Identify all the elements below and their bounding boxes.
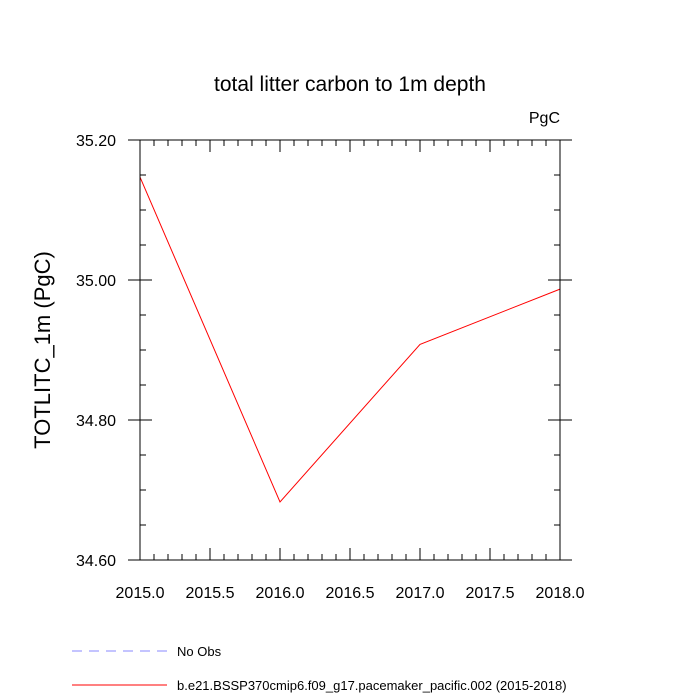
legend-label: b.e21.BSSP370cmip6.f09_g17.pacemaker_pac… — [177, 678, 567, 693]
x-tick-label: 2018.0 — [536, 585, 585, 602]
units-label: PgC — [529, 110, 560, 127]
tick-labels: 2015.0 2015.5 2016.0 2016.5 2017.0 2017.5 2018… — [76, 133, 585, 602]
x-tick-label: 2015.0 — [116, 585, 165, 602]
plot-frame — [139, 139, 561, 561]
x-tick-label: 2017.5 — [466, 585, 515, 602]
legend: No Obs b.e21.BSSP370cmip6.f09_g17.pacemak… — [72, 644, 567, 693]
series-line-0 — [139, 176, 561, 503]
legend-label: No Obs — [177, 644, 222, 659]
chart-title: total litter carbon to 1m depth — [214, 73, 486, 96]
y-tick-label: 34.60 — [76, 553, 116, 570]
x-tick-label: 2016.5 — [326, 585, 375, 602]
x-tick-label: 2016.0 — [256, 585, 305, 602]
y-tick-label: 34.80 — [76, 413, 116, 430]
axis-ticks — [128, 139, 572, 561]
series-layer — [139, 176, 561, 503]
y-axis-label: TOTLITC_1m (PgC) — [30, 251, 55, 449]
x-tick-label: 2015.5 — [186, 585, 235, 602]
y-tick-label: 35.20 — [76, 133, 116, 150]
y-tick-label: 35.00 — [76, 273, 116, 290]
x-tick-label: 2017.0 — [396, 585, 445, 602]
